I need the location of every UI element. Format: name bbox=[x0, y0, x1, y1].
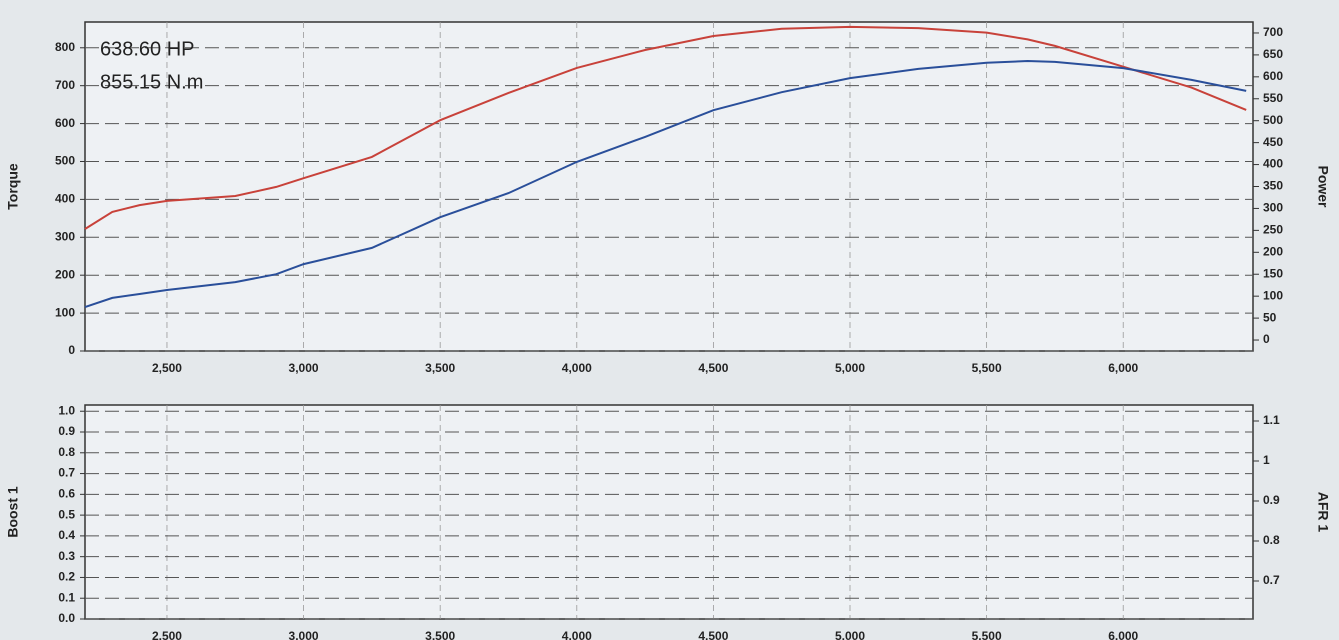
y2-tick-label: 50 bbox=[1263, 310, 1277, 324]
y-axis-label: Boost 1 bbox=[5, 486, 21, 538]
y-tick-label: 0.9 bbox=[58, 424, 75, 438]
y-tick-label: 1.0 bbox=[58, 403, 75, 417]
y2-tick-label: 0 bbox=[1263, 332, 1270, 346]
series-line bbox=[84, 59, 1247, 309]
x-tick-label: 2,500 bbox=[152, 361, 182, 375]
y-tick-label: 200 bbox=[55, 267, 75, 281]
y-tick-label: 0.3 bbox=[58, 549, 75, 563]
x-tick-label: 6,000 bbox=[1108, 629, 1138, 640]
x-tick-label: 3,500 bbox=[425, 629, 455, 640]
y-tick-label: 0.7 bbox=[58, 466, 75, 480]
y2-tick-label: 300 bbox=[1263, 201, 1283, 215]
x-tick-label: 5,000 bbox=[835, 361, 865, 375]
y-tick-label: 500 bbox=[55, 154, 75, 168]
y-tick-label: 0.8 bbox=[58, 445, 75, 459]
x-tick-label: 3,000 bbox=[289, 361, 319, 375]
y-tick-label: 0.0 bbox=[58, 611, 75, 625]
y-tick-label: 0 bbox=[68, 343, 75, 357]
annotation: 638.60 HP bbox=[100, 38, 195, 60]
y2-tick-label: 150 bbox=[1263, 266, 1283, 280]
plot-area bbox=[84, 404, 1254, 620]
y2-tick-label: 650 bbox=[1263, 47, 1283, 61]
x-tick-label: 4,000 bbox=[562, 629, 592, 640]
x-tick-label: 5,500 bbox=[972, 361, 1002, 375]
y-tick-label: 300 bbox=[55, 229, 75, 243]
x-tick-label: 4,500 bbox=[698, 361, 728, 375]
y2-tick-label: 200 bbox=[1263, 244, 1283, 258]
y2-tick-label: 250 bbox=[1263, 223, 1283, 237]
y-tick-label: 400 bbox=[55, 192, 75, 206]
x-tick-label: 4,500 bbox=[698, 629, 728, 640]
y-tick-label: 0.4 bbox=[58, 528, 75, 542]
y-tick-label: 700 bbox=[55, 78, 75, 92]
x-tick-label: 3,500 bbox=[425, 361, 455, 375]
x-tick-label: 6,000 bbox=[1108, 361, 1138, 375]
y2-tick-label: 1.1 bbox=[1263, 413, 1280, 427]
y2-tick-label: 0.8 bbox=[1263, 533, 1280, 547]
x-tick-label: 4,000 bbox=[562, 361, 592, 375]
y2-tick-label: 350 bbox=[1263, 179, 1283, 193]
y-tick-label: 800 bbox=[55, 40, 75, 54]
y-tick-label: 0.2 bbox=[58, 570, 75, 584]
y-tick-label: 600 bbox=[55, 116, 75, 130]
y2-tick-label: 500 bbox=[1263, 113, 1283, 127]
plot-area bbox=[84, 21, 1254, 352]
y2-tick-label: 700 bbox=[1263, 25, 1283, 39]
y2-tick-label: 100 bbox=[1263, 288, 1283, 302]
y-tick-label: 100 bbox=[55, 305, 75, 319]
y2-tick-label: 0.7 bbox=[1263, 573, 1280, 587]
y-tick-label: 0.1 bbox=[58, 590, 75, 604]
y-tick-label: 0.6 bbox=[58, 487, 75, 501]
y2-tick-label: 400 bbox=[1263, 157, 1283, 171]
y2-axis-label: AFR 1 bbox=[1315, 492, 1331, 533]
y2-tick-label: 450 bbox=[1263, 135, 1283, 149]
x-tick-label: 5,500 bbox=[972, 629, 1002, 640]
series-line bbox=[84, 25, 1247, 230]
x-tick-label: 2,500 bbox=[152, 629, 182, 640]
x-tick-label: 5,000 bbox=[835, 629, 865, 640]
y2-tick-label: 600 bbox=[1263, 69, 1283, 83]
y2-tick-label: 550 bbox=[1263, 91, 1283, 105]
y-axis-label: Torque bbox=[5, 163, 21, 210]
x-tick-label: 3,000 bbox=[289, 629, 319, 640]
y2-tick-label: 1 bbox=[1263, 453, 1270, 467]
annotation: 855.15 N.m bbox=[100, 71, 203, 93]
y2-axis-label: Power bbox=[1315, 165, 1331, 208]
y-tick-label: 0.5 bbox=[58, 507, 75, 521]
y2-tick-label: 0.9 bbox=[1263, 493, 1280, 507]
